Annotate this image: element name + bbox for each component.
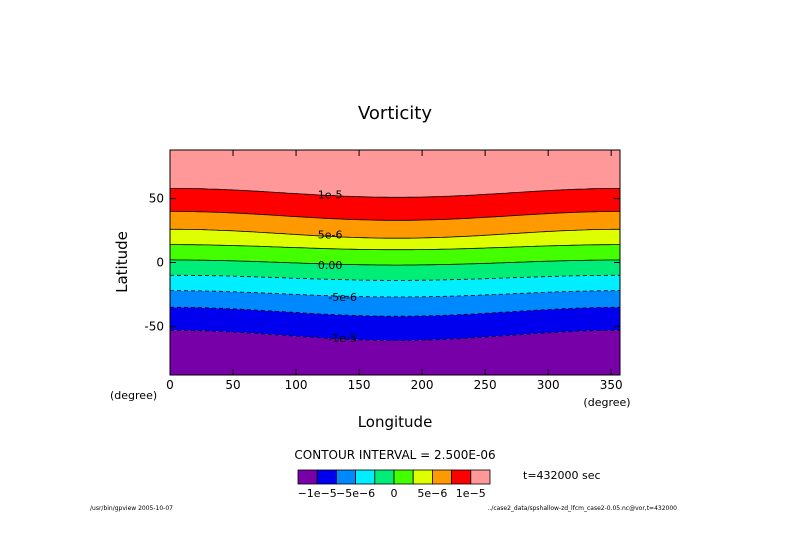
x-tick-label: 300 xyxy=(537,378,560,392)
x-tick-label: 350 xyxy=(600,378,623,392)
footer-right: ../case2_data/spshallow-zd_lfcm_case2-0.… xyxy=(487,505,677,512)
y-tick-label: 50 xyxy=(149,192,164,206)
colorbar-swatch xyxy=(451,469,472,485)
contour-label: -5e-6 xyxy=(328,291,357,304)
contour-line xyxy=(170,244,620,251)
x-tick-label: 50 xyxy=(225,378,240,392)
x-axis-unit: (degree) xyxy=(583,396,630,409)
colorbar-label: 1e−5 xyxy=(456,487,486,500)
contour-band xyxy=(170,150,620,198)
colorbar-swatch xyxy=(470,469,491,485)
x-tick-label: 100 xyxy=(285,378,308,392)
footer-left: /usr/bin/gpview 2005-10-07 xyxy=(90,505,173,512)
colorbar-label: 0 xyxy=(391,487,398,500)
contour-line xyxy=(170,188,620,198)
colorbar-swatch xyxy=(412,469,433,485)
contour-line xyxy=(169,306,620,317)
contour-label: 0.00 xyxy=(318,259,343,272)
colorbar-swatch xyxy=(374,469,395,485)
contour-line xyxy=(170,211,620,221)
colorbar-swatch xyxy=(393,469,414,485)
contour-label: 1e-5 xyxy=(318,189,343,202)
x-axis-label: Longitude xyxy=(358,413,433,431)
colorbar-label: −5e−6 xyxy=(336,487,375,500)
colorbar-label: 5e−6 xyxy=(417,487,447,500)
colorbar-swatch xyxy=(431,469,452,485)
contour-label: 5e-6 xyxy=(318,228,343,241)
y-tick-label: 0 xyxy=(156,256,164,270)
contour-line xyxy=(170,329,620,341)
contour-band xyxy=(170,275,620,297)
x-tick-label: 150 xyxy=(348,378,371,392)
x-tick-label: 250 xyxy=(474,378,497,392)
contour-band xyxy=(170,259,620,281)
contour-band xyxy=(170,211,620,239)
plot-area: 1e-5 5e-6 0.00 -5e-6 -1e-5 0 50 100 150 200 250 30… xyxy=(144,149,623,392)
y-axis-label: Latitude xyxy=(113,231,131,293)
contour-label: -1e-5 xyxy=(328,332,357,345)
contour-band xyxy=(170,290,620,317)
contour-line xyxy=(170,259,621,266)
colorbar-swatch xyxy=(297,469,318,485)
contour-interval-text: CONTOUR INTERVAL = 2.500E-06 xyxy=(294,448,495,462)
contour-band xyxy=(170,330,620,375)
contour-line xyxy=(170,290,620,298)
colorbar-swatch xyxy=(316,469,337,485)
contour-line xyxy=(170,274,620,281)
chart-title: Vorticity xyxy=(358,103,432,124)
contour-band xyxy=(170,188,620,221)
y-tick-label: -50 xyxy=(144,319,164,333)
colorbar-swatch xyxy=(335,469,356,485)
time-label: t=432000 sec xyxy=(523,469,601,482)
contour-band xyxy=(170,229,620,250)
x-tick-label: 200 xyxy=(411,378,434,392)
contour-band xyxy=(170,307,620,341)
colorbar xyxy=(297,469,491,485)
y-axis-unit: (degree) xyxy=(110,389,157,402)
contour-band xyxy=(170,244,620,266)
colorbar-swatch xyxy=(355,469,376,485)
colorbar-labels: −1e−5 −5e−6 0 5e−6 1e−5 xyxy=(298,487,486,500)
colorbar-label: −1e−5 xyxy=(298,487,337,500)
contour-line xyxy=(170,228,620,239)
x-tick-label: 0 xyxy=(166,378,174,392)
